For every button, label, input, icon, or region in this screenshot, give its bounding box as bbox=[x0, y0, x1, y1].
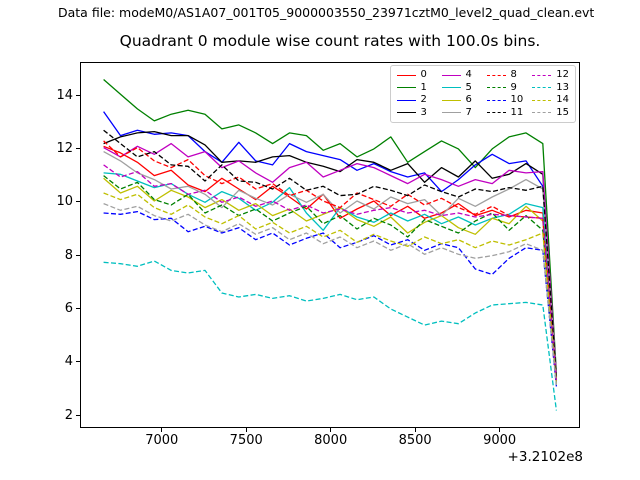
legend-line-sample-9 bbox=[486, 87, 506, 89]
series-line-15 bbox=[103, 202, 558, 386]
series-line-8 bbox=[103, 140, 558, 382]
series-line-1 bbox=[103, 79, 558, 374]
y-tick-label: 10 bbox=[56, 194, 73, 210]
x-tick-label: 9000 bbox=[483, 433, 517, 448]
x-tick-mark bbox=[245, 428, 247, 432]
y-tick-label: 14 bbox=[56, 87, 73, 103]
legend-line-sample-1 bbox=[396, 87, 416, 89]
legend-line-sample-15 bbox=[532, 112, 552, 114]
legend-line-sample-4 bbox=[441, 74, 461, 76]
x-tick-mark bbox=[414, 428, 416, 432]
legend-label-9: 9 bbox=[510, 81, 517, 93]
legend-line-sample-8 bbox=[486, 74, 506, 76]
y-tick-mark bbox=[76, 254, 80, 256]
legend-label-8: 8 bbox=[510, 69, 517, 80]
x-tick-mark bbox=[499, 428, 501, 432]
series-line-6 bbox=[103, 177, 558, 383]
series-line-10 bbox=[103, 210, 558, 387]
legend-item-9: 9 bbox=[486, 81, 524, 95]
legend-label-13: 13 bbox=[556, 81, 569, 93]
y-tick-mark bbox=[76, 94, 80, 96]
legend-line-sample-0 bbox=[396, 74, 416, 76]
legend: 0 1 2 3 4 5 6 7 8 9 10 11 12 13 14 15 bbox=[389, 65, 576, 123]
series-line-2 bbox=[103, 111, 558, 376]
legend-item-13: 13 bbox=[532, 82, 569, 95]
legend-label-11: 11 bbox=[510, 106, 524, 118]
series-line-11 bbox=[103, 129, 558, 379]
x-axis-offset-label: +3.2102e8 bbox=[507, 449, 583, 465]
legend-item-11: 11 bbox=[486, 106, 524, 120]
legend-line-sample-3 bbox=[396, 112, 416, 114]
legend-item-5: 5 bbox=[441, 81, 478, 95]
legend-item-8: 8 bbox=[486, 69, 524, 82]
x-tick-label: 8000 bbox=[314, 433, 348, 448]
legend-label-10: 10 bbox=[510, 94, 524, 105]
legend-item-1: 1 bbox=[396, 81, 433, 95]
legend-label-14: 14 bbox=[556, 94, 569, 105]
y-tick-mark bbox=[76, 308, 80, 310]
legend-line-sample-10 bbox=[486, 99, 506, 101]
legend-item-14: 14 bbox=[532, 94, 569, 107]
x-tick-label: 7500 bbox=[229, 433, 263, 448]
series-line-0 bbox=[103, 145, 558, 380]
legend-item-6: 6 bbox=[441, 94, 478, 107]
legend-item-10: 10 bbox=[486, 94, 524, 107]
series-line-7 bbox=[103, 151, 558, 378]
legend-label-5: 5 bbox=[465, 81, 472, 93]
legend-item-7: 7 bbox=[441, 106, 478, 120]
x-tick-mark bbox=[161, 428, 163, 432]
y-tick-label: 8 bbox=[64, 247, 73, 263]
legend-label-6: 6 bbox=[465, 94, 472, 105]
legend-item-12: 12 bbox=[532, 69, 569, 82]
y-tick-label: 4 bbox=[64, 354, 73, 370]
legend-line-sample-13 bbox=[532, 87, 552, 89]
chart-title: Quadrant 0 module wise count rates with … bbox=[119, 32, 541, 50]
legend-line-sample-2 bbox=[396, 99, 416, 101]
legend-label-7: 7 bbox=[465, 106, 472, 118]
x-tick-label: 8500 bbox=[398, 433, 432, 448]
plot-lines-canvas bbox=[103, 79, 558, 411]
legend-label-2: 2 bbox=[420, 94, 427, 105]
legend-label-1: 1 bbox=[420, 81, 427, 93]
legend-line-sample-5 bbox=[441, 87, 461, 89]
legend-label-0: 0 bbox=[420, 69, 427, 80]
legend-label-4: 4 bbox=[465, 69, 472, 80]
x-tick-label: 7000 bbox=[145, 433, 179, 448]
y-tick-mark bbox=[76, 414, 80, 416]
series-line-12 bbox=[103, 164, 558, 383]
y-tick-mark bbox=[76, 201, 80, 203]
y-tick-label: 12 bbox=[56, 140, 73, 156]
legend-line-sample-6 bbox=[441, 99, 461, 101]
legend-label-3: 3 bbox=[420, 106, 427, 118]
legend-label-15: 15 bbox=[556, 106, 569, 118]
x-tick-mark bbox=[330, 428, 332, 432]
y-tick-mark bbox=[76, 147, 80, 149]
series-line-4 bbox=[103, 142, 558, 376]
legend-line-sample-11 bbox=[486, 112, 506, 114]
legend-line-sample-12 bbox=[532, 74, 552, 76]
y-tick-mark bbox=[76, 361, 80, 363]
legend-item-3: 3 bbox=[396, 106, 433, 120]
series-line-14 bbox=[103, 192, 558, 384]
y-tick-label: 6 bbox=[64, 301, 73, 317]
legend-item-2: 2 bbox=[396, 94, 433, 107]
legend-item-15: 15 bbox=[532, 107, 569, 120]
series-line-3 bbox=[103, 130, 558, 378]
plot-area: 0 1 2 3 4 5 6 7 8 9 10 11 12 13 14 15 bbox=[80, 62, 580, 428]
data-file-label: Data file: modeM0/AS1A07_001T05_90000035… bbox=[58, 5, 595, 20]
legend-label-12: 12 bbox=[556, 69, 569, 80]
legend-line-sample-14 bbox=[532, 99, 552, 101]
legend-item-0: 0 bbox=[396, 69, 433, 82]
y-tick-label: 2 bbox=[64, 407, 73, 423]
legend-line-sample-7 bbox=[441, 112, 461, 114]
legend-item-4: 4 bbox=[441, 69, 478, 82]
series-line-9 bbox=[103, 175, 558, 384]
series-line-13 bbox=[103, 260, 558, 411]
